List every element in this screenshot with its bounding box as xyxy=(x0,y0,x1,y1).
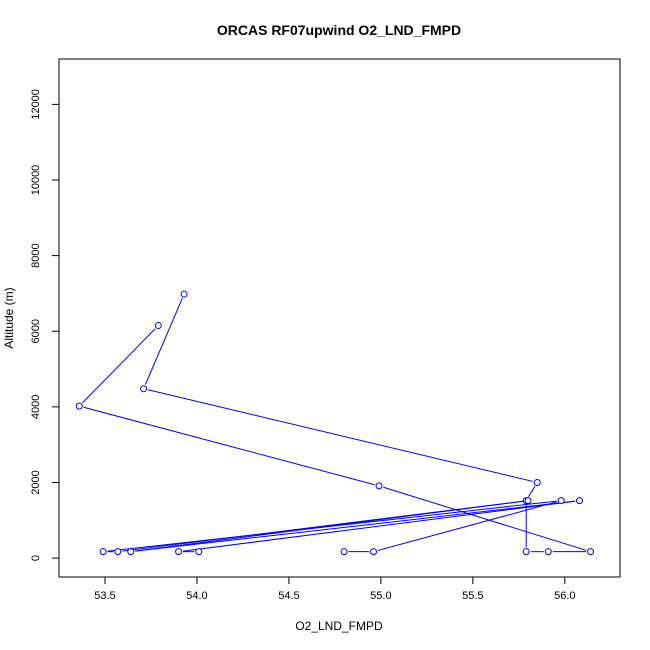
series-segment xyxy=(147,389,533,482)
data-point xyxy=(340,548,348,556)
data-point xyxy=(175,548,183,556)
x-tick-label: 54.5 xyxy=(278,590,299,602)
series-segment xyxy=(144,298,183,385)
y-tick-label: 4000 xyxy=(30,395,42,419)
y-tick-label: 8000 xyxy=(30,243,42,267)
y-tick-label: 6000 xyxy=(30,319,42,343)
data-point xyxy=(587,548,595,556)
data-point xyxy=(114,548,122,556)
series-segment xyxy=(135,500,524,552)
data-point xyxy=(99,548,107,556)
data-point xyxy=(576,497,584,505)
data-point xyxy=(127,548,135,556)
series-segment xyxy=(377,501,557,551)
series-segment xyxy=(135,500,576,552)
y-axis: 0 2000 4000 6000 8000 10000 12000 xyxy=(30,89,59,561)
data-point xyxy=(75,402,83,410)
x-tick-label: 53.5 xyxy=(94,590,115,602)
x-axis: 53.5 54.0 54.5 55.0 55.5 56.0 xyxy=(94,577,576,602)
y-tick-label: 10000 xyxy=(30,165,42,196)
y-tick-label: 0 xyxy=(30,555,42,561)
chart-title: ORCAS RF07upwind O2_LND_FMPD xyxy=(217,22,461,38)
data-point xyxy=(544,548,552,556)
data-point xyxy=(533,478,541,486)
x-tick-label: 56.0 xyxy=(554,590,575,602)
y-tick-label: 12000 xyxy=(30,89,42,120)
x-tick-label: 55.5 xyxy=(462,590,483,602)
plot-frame xyxy=(58,58,621,578)
data-point xyxy=(140,385,148,393)
y-axis-label: Altitude (m) xyxy=(2,287,16,348)
data-point xyxy=(154,322,162,330)
data-point xyxy=(557,497,565,505)
data-point xyxy=(180,290,188,298)
data-point xyxy=(375,482,383,490)
data-point xyxy=(522,548,530,556)
series-segment xyxy=(83,406,375,486)
data-point xyxy=(195,548,203,556)
series-segment xyxy=(82,328,156,404)
series-layer xyxy=(75,290,595,556)
data-point xyxy=(524,497,532,505)
x-tick-label: 54.0 xyxy=(186,590,207,602)
y-tick-label: 2000 xyxy=(30,470,42,494)
series-segment xyxy=(528,486,536,498)
data-point xyxy=(370,548,378,556)
series-segment xyxy=(182,500,576,552)
x-tick-label: 55.0 xyxy=(370,590,391,602)
x-axis-label: O2_LND_FMPD xyxy=(295,619,383,633)
series-segment xyxy=(383,486,587,551)
